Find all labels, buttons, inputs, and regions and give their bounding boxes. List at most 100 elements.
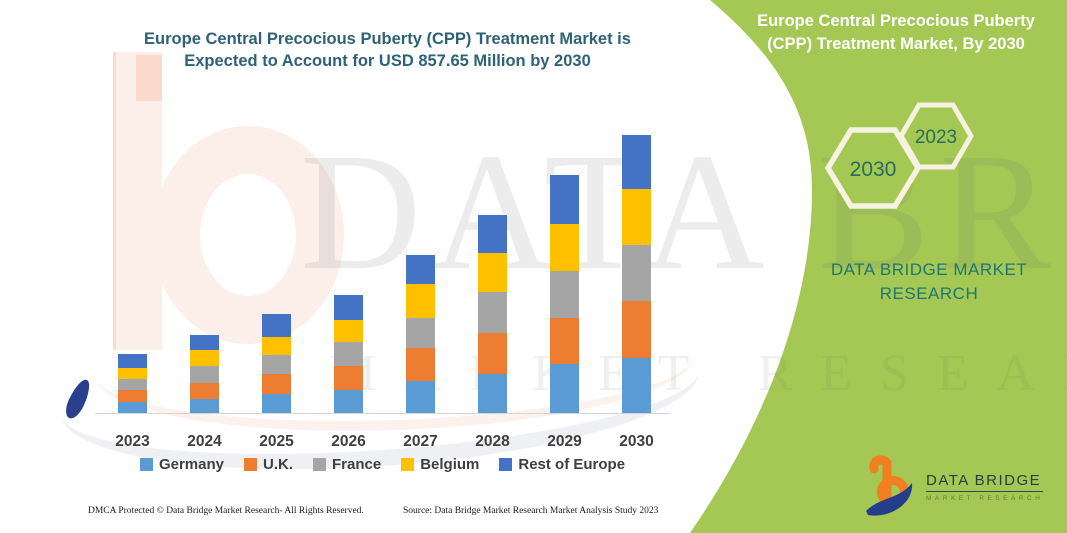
legend-label: Belgium xyxy=(420,456,480,473)
bar-segment-2030-rest-of-europe xyxy=(622,135,651,190)
logo-text: DATA BRIDGE MARKET RESEARCH xyxy=(926,472,1044,502)
legend-item-rest-of-europe: Rest of Europe xyxy=(499,456,625,473)
bar-segment-2026-rest-of-europe xyxy=(334,294,363,320)
bar-segment-2026-germany xyxy=(334,389,363,413)
bar-segment-2027-belgium xyxy=(406,283,435,318)
data-bridge-logo-icon xyxy=(866,455,913,516)
x-axis-label-2030: 2030 xyxy=(619,433,654,450)
bar-segment-2023-belgium xyxy=(118,368,147,379)
bar-segment-2027-germany xyxy=(406,380,435,413)
band-title-line1: Europe Central Precocious Puberty xyxy=(757,12,1035,30)
band-brand-text: DATA BRIDGE MARKET RESEARCH xyxy=(814,258,1044,306)
stacked-bar-2030 xyxy=(622,135,651,413)
bar-segment-2025-france xyxy=(262,354,291,375)
legend-swatch-icon xyxy=(401,458,415,471)
bar-segment-2027-rest-of-europe xyxy=(406,254,435,284)
bar-segment-2029-u-k- xyxy=(550,317,579,365)
green-band-path xyxy=(690,0,1067,533)
x-axis-label-2026: 2026 xyxy=(331,433,366,450)
bar-segment-2026-belgium xyxy=(334,319,363,343)
legend-label: Germany xyxy=(158,456,224,473)
x-axis-label-2024: 2024 xyxy=(187,433,222,450)
bar-segment-2023-germany xyxy=(118,402,147,413)
band-title: Europe Central Precocious Puberty (CPP) … xyxy=(735,10,1057,56)
year-hexagons: 2023 2030 xyxy=(824,102,974,209)
band-brand-line1: DATA BRIDGE MARKET xyxy=(830,260,1028,279)
legend-item-france: France xyxy=(312,456,382,473)
bar-segment-2027-u-k- xyxy=(406,348,435,381)
x-axis-label-2023: 2023 xyxy=(115,433,150,450)
bar-segment-2030-france xyxy=(622,244,651,302)
x-axis-label-2029: 2029 xyxy=(547,433,582,450)
logo-swoosh xyxy=(866,483,913,516)
logo-name: DATA BRIDGE xyxy=(926,472,1044,492)
footer-dmca-text: DMCA Protected © Data Bridge Market Rese… xyxy=(88,506,364,516)
bar-segment-2028-france xyxy=(478,292,507,333)
x-axis-label-2028: 2028 xyxy=(475,433,510,450)
chart-legend: Germany U.K. France Belgium Rest of Europe xyxy=(95,456,670,473)
legend-item-belgium: Belgium xyxy=(401,456,479,473)
watermark-b-logo-stem xyxy=(113,52,162,350)
bar-segment-2030-u-k- xyxy=(622,301,651,359)
bar-segment-2023-rest-of-europe xyxy=(118,353,147,369)
stacked-bar-2026 xyxy=(334,294,363,413)
stacked-bar-2027 xyxy=(406,254,435,413)
bar-segment-2029-france xyxy=(550,270,579,318)
bar-segment-2024-germany xyxy=(190,398,219,413)
stacked-bar-2023 xyxy=(118,353,147,413)
bar-segment-2028-rest-of-europe xyxy=(478,214,507,254)
legend-swatch-icon xyxy=(139,458,153,471)
bar-segment-2029-belgium xyxy=(550,224,579,271)
bar-segment-2025-belgium xyxy=(262,336,291,355)
chart-title-line1: Europe Central Precocious Puberty (CPP) … xyxy=(144,30,631,48)
bar-segment-2026-u-k- xyxy=(334,366,363,390)
bar-segment-2029-rest-of-europe xyxy=(550,175,579,225)
stacked-bar-2025 xyxy=(262,314,291,413)
hexagon-2030-label: 2030 xyxy=(850,158,897,181)
bar-segment-2024-france xyxy=(190,365,219,383)
data-bridge-logo: DATA BRIDGE MARKET RESEARCH xyxy=(866,452,1066,522)
legend-label: France xyxy=(331,456,382,473)
band-brand-line2: RESEARCH xyxy=(879,284,979,303)
bar-segment-2025-rest-of-europe xyxy=(262,314,291,337)
legend-swatch-icon xyxy=(243,458,257,471)
stacked-bar-2028 xyxy=(478,214,507,413)
bar-segment-2024-rest-of-europe xyxy=(190,335,219,351)
chart-title: Europe Central Precocious Puberty (CPP) … xyxy=(95,28,680,72)
bar-segment-2024-u-k- xyxy=(190,382,219,399)
bar-segment-2030-belgium xyxy=(622,189,651,245)
bar-segment-2029-germany xyxy=(550,364,579,413)
legend-swatch-icon xyxy=(312,458,326,471)
bar-segment-2027-france xyxy=(406,318,435,349)
bar-segment-2023-u-k- xyxy=(118,389,147,403)
stacked-bar-2024 xyxy=(190,335,219,413)
x-axis-label-2025: 2025 xyxy=(259,433,294,450)
legend-item-germany: Germany xyxy=(139,456,224,473)
logo-b-stem xyxy=(869,455,892,504)
legend-label: Rest of Europe xyxy=(518,456,626,473)
bar-segment-2030-germany xyxy=(622,358,651,413)
watermark-b-logo-stem-accent xyxy=(136,55,162,101)
hexagon-2030-outline xyxy=(824,127,922,209)
logo-tagline: MARKET RESEARCH xyxy=(926,495,1044,502)
stacked-bar-2029 xyxy=(550,175,579,413)
chart-title-line2: Expected to Account for USD 857.65 Milli… xyxy=(184,52,591,70)
hexagon-2023-label: 2023 xyxy=(915,127,957,148)
band-title-line2: (CPP) Treatment Market, By 2030 xyxy=(767,35,1025,53)
x-axis-label-2027: 2027 xyxy=(403,433,438,450)
bar-segment-2028-belgium xyxy=(478,253,507,293)
x-axis-line xyxy=(95,413,670,414)
bar-segment-2025-germany xyxy=(262,393,291,413)
bar-segment-2024-belgium xyxy=(190,350,219,366)
legend-swatch-icon xyxy=(499,458,513,471)
bar-segment-2028-u-k- xyxy=(478,332,507,375)
bar-segment-2028-germany xyxy=(478,374,507,413)
footer-source-text: Source: Data Bridge Market Research Mark… xyxy=(403,506,659,516)
legend-item-u-k-: U.K. xyxy=(243,456,293,473)
legend-label: U.K. xyxy=(262,456,293,473)
bar-segment-2026-france xyxy=(334,342,363,367)
bar-segment-2025-u-k- xyxy=(262,374,291,394)
